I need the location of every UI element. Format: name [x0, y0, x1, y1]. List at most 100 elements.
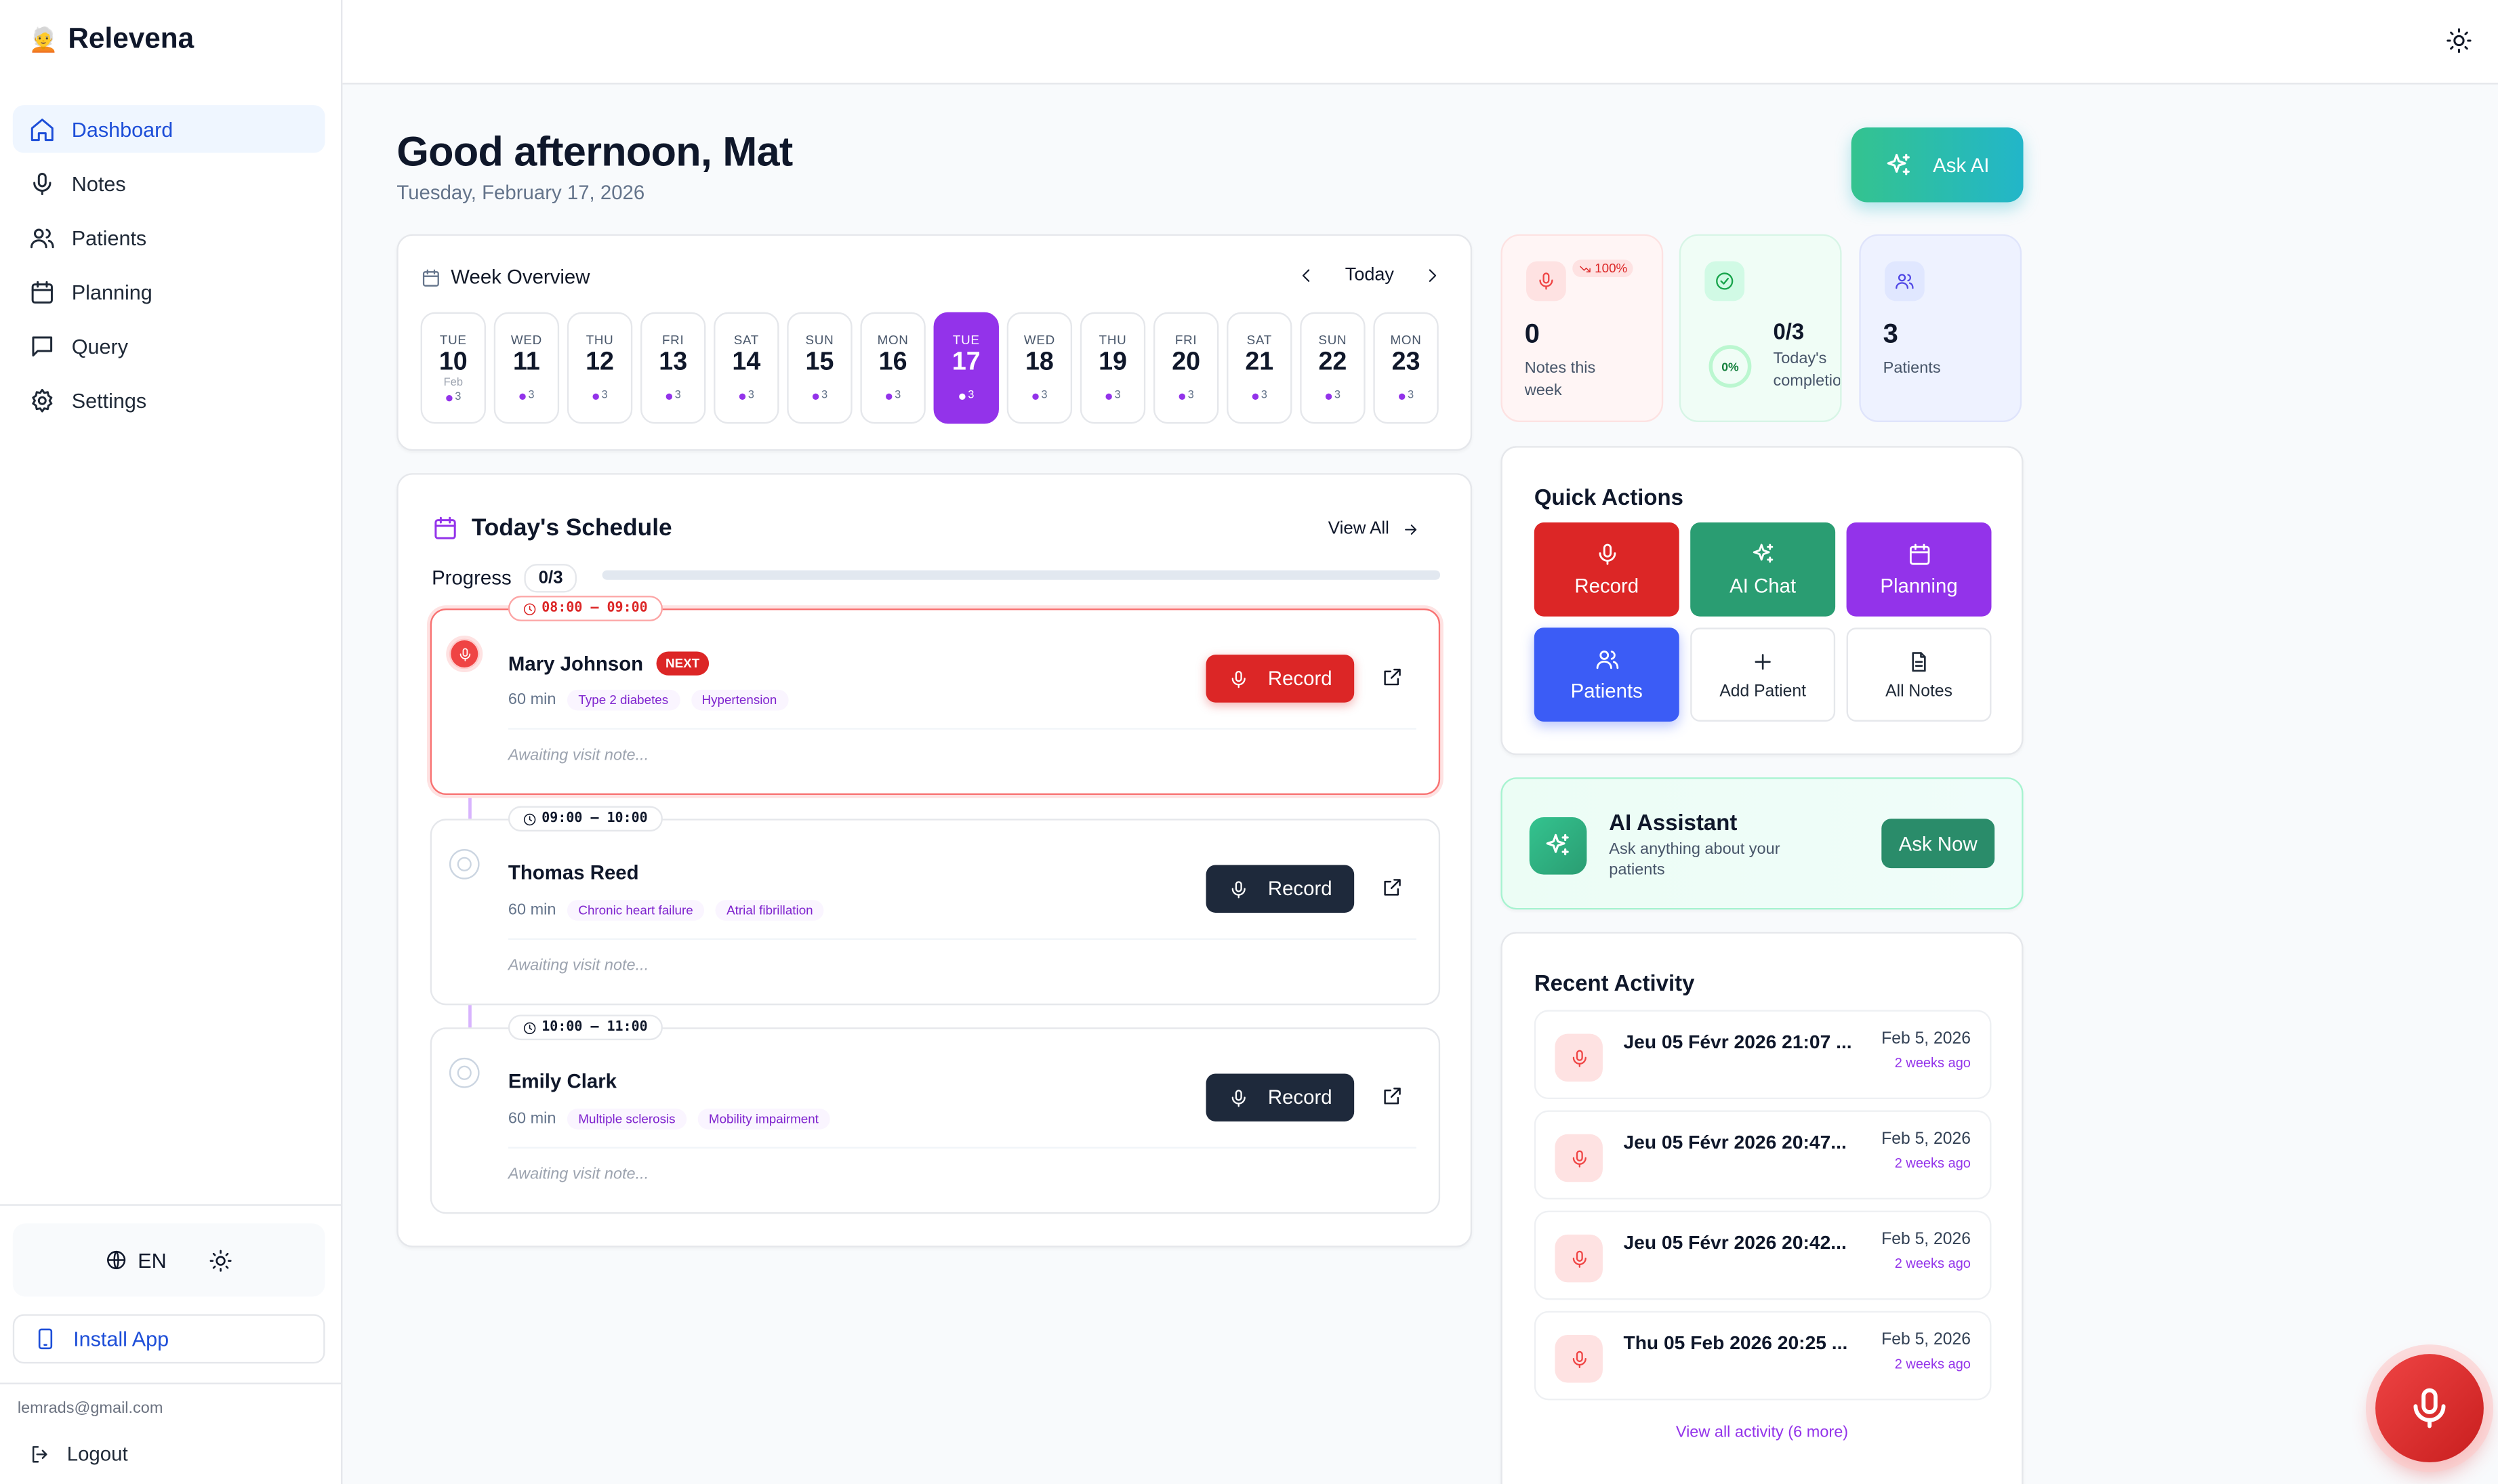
floating-record-button[interactable] [2375, 1354, 2484, 1463]
appointment-card-next[interactable]: 08:00 – 09:00 Mary Johnson NEXT 60 min T… [430, 596, 1441, 796]
activity-item[interactable]: Jeu 05 Févr 2026 20:47... Feb 5, 2026 2 we… [1534, 1110, 1992, 1200]
microphone-icon [1572, 1049, 1586, 1067]
quick-action-label: Add Patient [1719, 680, 1806, 701]
stat-value: 0/3 [1773, 318, 1805, 344]
microphone-icon [33, 171, 52, 194]
quick-action-ai-chat[interactable]: AI Chat [1690, 522, 1836, 617]
week-overview-title: Week Overview [421, 266, 590, 288]
external-link-icon[interactable] [1381, 666, 1404, 688]
patients-stat-card[interactable]: 3 Patients [1859, 234, 2022, 422]
completion-stat-card[interactable]: 0% 0/3 Today's completion [1679, 234, 1842, 422]
sidebar-item-query[interactable]: Query [13, 322, 325, 370]
appointment-card[interactable]: 09:00 – 10:00 Thomas Reed 60 min Chronic… [430, 806, 1441, 1006]
condition-tag: Type 2 diabetes [567, 689, 680, 711]
appointment-time: 10:00 – 11:00 [508, 1014, 662, 1041]
appointment-dot [1031, 392, 1038, 399]
activity-icon [1555, 1134, 1603, 1182]
home-icon [30, 117, 54, 140]
view-all-label: View All [1328, 519, 1389, 539]
day-tile[interactable]: SUN 22 3 [1300, 312, 1366, 424]
preferences-box: EN [12, 1223, 325, 1297]
week-navigation: Today [1297, 266, 1441, 285]
external-link-icon[interactable] [1381, 1085, 1404, 1107]
chevron-left-icon[interactable] [1297, 266, 1316, 285]
stat-icon [1704, 261, 1745, 302]
status-indicator[interactable] [449, 638, 480, 669]
day-tile[interactable]: SAT 14 3 [714, 312, 779, 424]
chevron-right-icon[interactable] [1422, 266, 1441, 285]
status-indicator[interactable] [449, 1057, 480, 1088]
ask-now-button[interactable]: Ask Now [1881, 819, 1995, 869]
day-tile[interactable]: SUN 15 3 [787, 312, 853, 424]
count-text: 3 [821, 390, 828, 402]
quick-action-planning[interactable]: Planning [1846, 522, 1992, 617]
day-tile[interactable]: WED 11 3 [493, 312, 560, 424]
quick-action-add-patient[interactable]: Add Patient [1690, 627, 1836, 722]
view-all-activity-link[interactable]: View all activity (6 more) [1675, 1424, 1849, 1442]
sidebar-item-planning[interactable]: Planning [13, 268, 325, 316]
record-button[interactable]: Record [1206, 1073, 1355, 1121]
day-tile[interactable]: FRI 20 3 [1153, 312, 1219, 424]
external-link-icon[interactable] [1381, 876, 1404, 899]
day-tile[interactable]: FRI 13 3 [640, 312, 706, 424]
sidebar-item-settings[interactable]: Settings [13, 376, 325, 424]
appointment-time-text: 09:00 – 10:00 [541, 810, 648, 827]
appointment-time: 09:00 – 10:00 [508, 806, 662, 832]
sidebar-item-dashboard[interactable]: Dashboard [12, 105, 325, 153]
day-of-week: TUE [439, 333, 467, 348]
recent-activity-card: Recent Activity Jeu 05 Févr 2026 21:07 .… [1500, 932, 2024, 1484]
sun-icon[interactable] [208, 1248, 232, 1272]
language-selector[interactable]: EN [106, 1248, 167, 1272]
brand-logo[interactable]: 🧑‍🦳 Relevena [28, 22, 194, 56]
day-of-week: SUN [1318, 333, 1347, 348]
count-text: 3 [1041, 390, 1048, 402]
day-tile[interactable]: MON 23 3 [1373, 312, 1439, 424]
calendar-icon [1908, 543, 1929, 565]
day-number: 11 [513, 348, 540, 376]
activity-item[interactable]: Jeu 05 Févr 2026 20:42... Feb 5, 2026 2 we… [1534, 1210, 1992, 1300]
day-tile[interactable]: MON 16 3 [860, 312, 926, 424]
logout-button[interactable]: Logout [28, 1443, 128, 1466]
condition-tag: Hypertension [691, 689, 788, 711]
sidebar-item-label: Planning [71, 279, 152, 304]
stat-icon [1884, 261, 1925, 302]
users-icon [30, 228, 54, 248]
record-button[interactable]: Record [1206, 655, 1355, 703]
view-all-link[interactable]: View All [1328, 519, 1420, 539]
stat-value: 0 [1524, 318, 1540, 349]
record-button[interactable]: Record [1206, 865, 1355, 913]
sidebar-item-patients[interactable]: Patients [13, 213, 325, 262]
trend-value: 100% [1595, 261, 1628, 276]
today-button[interactable]: Today [1345, 266, 1394, 285]
stat-label: Today's completion [1773, 350, 1842, 390]
sun-icon[interactable] [2445, 27, 2472, 54]
activity-title: Jeu 05 Févr 2026 20:47... [1623, 1131, 1847, 1153]
notes-stat-card[interactable]: 100% 0 Notes this week [1500, 234, 1664, 422]
activity-item[interactable]: Jeu 05 Févr 2026 21:07 ... Feb 5, 2026 2 w… [1534, 1010, 1992, 1100]
day-of-week: WED [1023, 333, 1055, 348]
day-tile[interactable]: THU 12 3 [567, 312, 633, 424]
appointment-dot [592, 392, 598, 399]
trending-down-icon [1580, 265, 1591, 272]
install-app-button[interactable]: Install App [12, 1314, 325, 1364]
appointment-card[interactable]: 10:00 – 11:00 Emily Clark 60 min Multipl… [430, 1014, 1441, 1214]
ask-ai-button[interactable]: Ask AI [1851, 127, 2024, 203]
day-tile[interactable]: WED 18 3 [1006, 312, 1073, 424]
day-tile[interactable]: SAT 21 3 [1227, 312, 1292, 424]
status-ring [457, 857, 472, 871]
quick-action-all-notes[interactable]: All Notes [1846, 627, 1992, 722]
day-tile[interactable]: TUE 10 Feb 3 [420, 312, 486, 424]
quick-action-record[interactable]: Record [1534, 522, 1679, 617]
recent-activity-title: Recent Activity [1534, 970, 1695, 996]
sidebar-item-notes[interactable]: Notes [13, 159, 325, 207]
day-number: 10 [438, 348, 468, 376]
activity-title: Thu 05 Feb 2026 20:25 ... [1623, 1332, 1848, 1355]
smartphone-icon [38, 1328, 53, 1350]
quick-action-label: Patients [1570, 680, 1643, 703]
microphone-icon [1572, 1149, 1586, 1167]
activity-item[interactable]: Thu 05 Feb 2026 20:25 ... Feb 5, 2026 2 we… [1534, 1311, 1992, 1401]
status-indicator[interactable] [449, 848, 480, 880]
day-tile[interactable]: TUE 17 3 [933, 312, 999, 424]
day-tile[interactable]: THU 19 3 [1080, 312, 1146, 424]
quick-action-patients[interactable]: Patients [1534, 627, 1679, 722]
